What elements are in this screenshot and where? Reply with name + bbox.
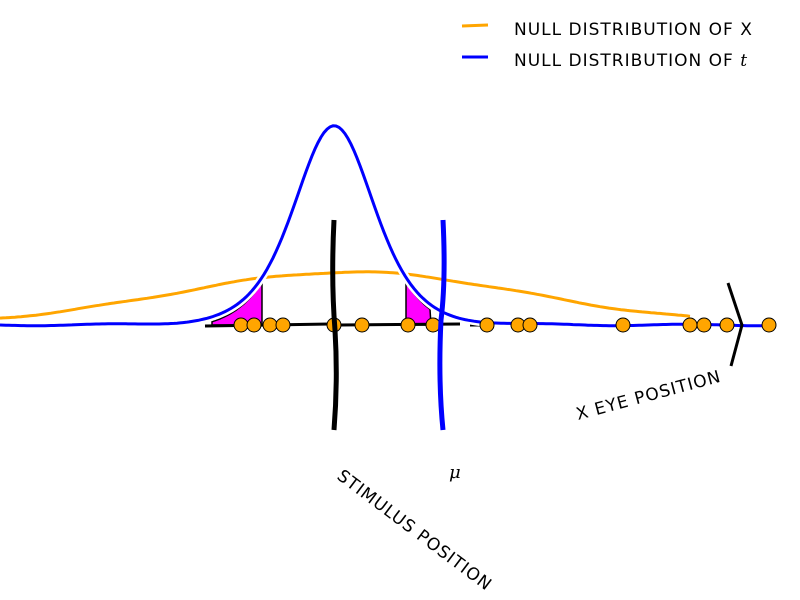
stimulus-position-label: stimulus position	[333, 466, 496, 595]
sample-point	[615, 317, 631, 333]
sample-point	[479, 317, 495, 333]
null-x-curve	[0, 270, 691, 320]
mu-label: μ	[449, 462, 461, 483]
sample-point	[425, 317, 441, 333]
sample-point	[400, 317, 416, 333]
sample-point	[275, 317, 291, 333]
eye-position-label: x eye position	[574, 367, 723, 425]
stimulus-position-line	[330, 219, 339, 431]
markers	[330, 219, 744, 431]
sample-point	[761, 317, 777, 333]
legend: null distribution of x null distribution…	[461, 20, 753, 71]
mu-line	[437, 219, 447, 431]
sample-point	[719, 317, 735, 333]
samples	[233, 317, 777, 333]
sample-point	[246, 317, 262, 333]
eye-position-marker	[726, 282, 744, 367]
legend-label-null-t: null distribution of t	[514, 51, 748, 71]
null-t-curve	[0, 124, 775, 328]
sample-point	[682, 317, 698, 333]
curves	[0, 121, 775, 330]
sample-point	[522, 317, 538, 333]
null-t-halo	[0, 121, 775, 330]
legend-swatch-null-x	[461, 23, 489, 28]
null-x-halo	[0, 268, 691, 322]
sample-point	[354, 317, 370, 333]
sample-point	[233, 317, 249, 333]
sample-point	[262, 317, 278, 333]
legend-label-null-x: null distribution of x	[514, 20, 753, 40]
sample-point	[696, 317, 712, 333]
